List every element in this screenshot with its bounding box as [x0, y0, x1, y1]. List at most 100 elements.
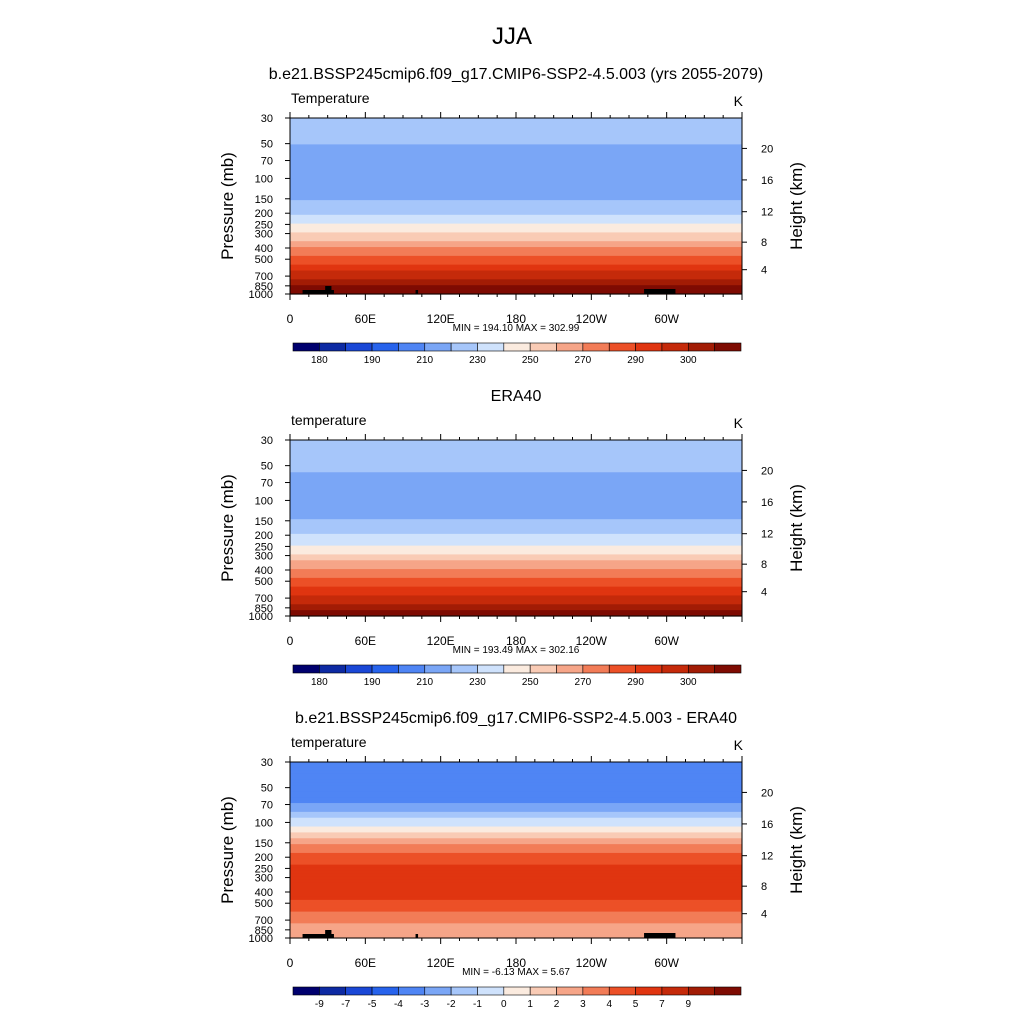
y-tick-label: 300 [255, 551, 273, 563]
colorbar-label: 3 [580, 999, 586, 1010]
field-band [290, 935, 742, 939]
field-bands [290, 440, 742, 617]
field-band [290, 182, 742, 187]
field-band [290, 147, 742, 151]
field-band [290, 244, 742, 248]
colorbar-label: 230 [469, 677, 486, 688]
x-tick-label: 120W [576, 634, 608, 648]
height-tick-label: 16 [761, 819, 773, 831]
field-band [290, 586, 742, 591]
colorbar-swatch [582, 986, 610, 996]
colorbar-label: 250 [522, 355, 539, 366]
field-band [290, 929, 742, 933]
field-band [290, 542, 742, 547]
field-band [290, 855, 742, 860]
field-band [290, 861, 742, 866]
field-band [290, 800, 742, 804]
field-band [290, 445, 742, 450]
field-band [290, 574, 742, 579]
colorbar-swatch [477, 986, 505, 996]
height-tick-label: 20 [761, 787, 773, 799]
colorbar-swatch [450, 664, 478, 674]
colorbar-label: 180 [311, 677, 328, 688]
height-axis-title: Height (km) [787, 484, 806, 572]
field-band [290, 536, 742, 541]
colorbar-label: -9 [315, 999, 324, 1010]
colorbar-swatch [556, 664, 584, 674]
height-tick-label: 12 [761, 851, 773, 863]
height-axis: 4 8 12 16 20 [742, 465, 773, 599]
field-band [290, 203, 742, 207]
y-tick-label: 150 [255, 516, 273, 528]
field-band [290, 601, 742, 605]
field-band [290, 917, 742, 921]
field-band [290, 592, 742, 597]
field-band [290, 838, 742, 842]
field-band [290, 867, 742, 872]
colorbar-swatch [292, 664, 320, 674]
y-tick-label: 1000 [249, 611, 273, 623]
field-band [290, 206, 742, 210]
field-band [290, 589, 742, 594]
field-band [290, 545, 742, 550]
colorbar: -9 -7 -5 -4 -3 -2 -1 0 1 2 3 4 5 7 9 [292, 986, 742, 1010]
x-tick-label: 60W [654, 634, 679, 648]
field-band [290, 829, 742, 833]
field-band [290, 808, 742, 813]
colorbar-swatch [661, 664, 689, 674]
height-tick-label: 4 [761, 587, 767, 599]
min-max-stats: MIN = -6.13 MAX = 5.67 [462, 967, 570, 978]
field-band [290, 879, 742, 883]
y-tick-label: 100 [255, 173, 273, 185]
field-band [290, 159, 742, 163]
min-max-stats: MIN = 194.10 MAX = 302.99 [453, 323, 580, 334]
colorbar-label: 270 [575, 677, 592, 688]
x-tick-label: 120E [427, 956, 455, 970]
field-band [290, 144, 742, 148]
colorbar-label: 1 [527, 999, 533, 1010]
colorbar-swatch [503, 342, 531, 352]
height-tick-label: 20 [761, 465, 773, 477]
field-bands [290, 762, 742, 939]
colorbar-label: -5 [368, 999, 377, 1010]
height-tick-label: 12 [761, 207, 773, 219]
y-tick-label: 1000 [249, 933, 273, 945]
chart-panel-3: b.e21.BSSP245cmip6.f09_g17.CMIP6-SSP2-4.… [218, 710, 806, 1010]
field-band [290, 481, 742, 485]
x-tick-label: 180 [506, 634, 526, 648]
field-band [290, 150, 742, 154]
field-band [290, 220, 742, 225]
field-band [290, 832, 742, 836]
colorbar-swatch [345, 664, 373, 674]
colorbar-swatch [529, 664, 557, 674]
field-band [290, 858, 742, 863]
y-tick-label: 250 [255, 219, 273, 231]
x-tick-label: 180 [506, 312, 526, 326]
field-band [290, 510, 742, 514]
field-band [290, 162, 742, 166]
height-tick-label: 8 [761, 881, 767, 893]
variable-label: Temperature [291, 90, 370, 106]
y-tick-label: 30 [261, 757, 273, 769]
colorbar-swatch [582, 664, 610, 674]
colorbar-swatch [477, 342, 505, 352]
field-band [290, 170, 742, 175]
field-band [290, 823, 742, 828]
topography-block [302, 290, 334, 294]
field-band [290, 888, 742, 892]
colorbar: 180 190 210 230 250 270 290 300 [292, 342, 742, 366]
field-band [290, 885, 742, 889]
field-band [290, 560, 742, 564]
field-band [290, 270, 742, 275]
colorbar-swatch [714, 664, 742, 674]
field-band [290, 153, 742, 157]
colorbar-swatch [608, 986, 636, 996]
y-tick-label: 400 [255, 565, 273, 577]
colorbar-swatch [424, 342, 452, 352]
field-band [290, 241, 742, 245]
colorbar-label: 270 [575, 355, 592, 366]
field-band [290, 279, 742, 283]
field-band [290, 583, 742, 588]
field-band [290, 173, 742, 178]
